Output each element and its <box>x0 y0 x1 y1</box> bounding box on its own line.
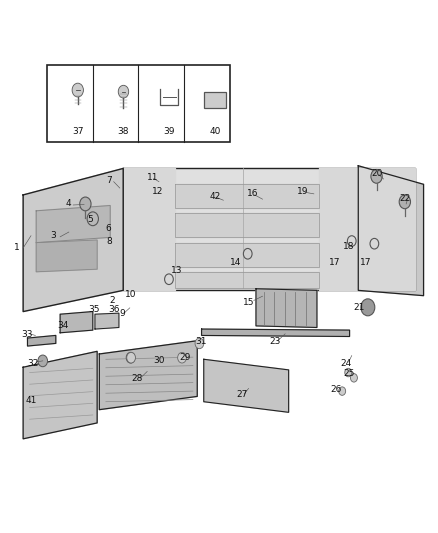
Polygon shape <box>176 214 319 237</box>
Text: 23: 23 <box>269 337 280 346</box>
Bar <box>47 65 230 142</box>
Circle shape <box>127 352 135 363</box>
Text: 10: 10 <box>125 290 137 299</box>
Text: 32: 32 <box>27 359 39 367</box>
Text: 33: 33 <box>21 330 32 339</box>
Bar <box>204 92 226 108</box>
Polygon shape <box>176 243 319 266</box>
Circle shape <box>72 83 83 97</box>
Text: 17: 17 <box>329 259 340 267</box>
Polygon shape <box>36 240 97 272</box>
Text: 12: 12 <box>152 187 163 196</box>
Text: 21: 21 <box>353 303 365 312</box>
Polygon shape <box>319 168 415 290</box>
Text: 16: 16 <box>247 189 259 198</box>
Text: 15: 15 <box>243 298 254 307</box>
Text: 5: 5 <box>88 215 93 224</box>
Polygon shape <box>60 312 93 333</box>
Text: 37: 37 <box>72 126 84 135</box>
Text: 4: 4 <box>66 199 72 208</box>
Circle shape <box>80 197 91 211</box>
Polygon shape <box>176 272 319 288</box>
Text: 18: 18 <box>343 242 354 251</box>
Polygon shape <box>123 168 176 290</box>
Text: 28: 28 <box>131 374 143 383</box>
Text: 40: 40 <box>209 126 221 135</box>
Polygon shape <box>358 166 424 296</box>
Polygon shape <box>256 289 317 327</box>
Text: 38: 38 <box>118 126 129 135</box>
Text: 13: 13 <box>170 266 182 275</box>
Text: 29: 29 <box>180 353 191 362</box>
Circle shape <box>399 195 410 209</box>
Text: 11: 11 <box>147 173 159 182</box>
Polygon shape <box>95 313 119 329</box>
Text: 31: 31 <box>195 337 206 346</box>
Text: 19: 19 <box>297 187 308 196</box>
Text: 7: 7 <box>106 176 112 185</box>
Text: 6: 6 <box>105 224 111 233</box>
Circle shape <box>178 352 186 363</box>
Text: 30: 30 <box>153 357 165 366</box>
Polygon shape <box>123 168 415 290</box>
Circle shape <box>38 355 47 367</box>
Polygon shape <box>28 335 56 346</box>
Text: 42: 42 <box>210 192 221 201</box>
Circle shape <box>118 85 129 98</box>
Text: 27: 27 <box>236 390 247 399</box>
Text: 9: 9 <box>120 309 125 318</box>
Circle shape <box>339 387 346 395</box>
Text: 14: 14 <box>230 259 241 267</box>
Text: 25: 25 <box>343 369 354 378</box>
Polygon shape <box>36 206 110 243</box>
Text: 8: 8 <box>106 237 112 246</box>
Text: 24: 24 <box>340 359 352 367</box>
Text: 2: 2 <box>110 296 115 305</box>
Text: 26: 26 <box>330 385 341 394</box>
Text: 39: 39 <box>163 126 175 135</box>
Circle shape <box>371 169 382 183</box>
Polygon shape <box>201 329 350 336</box>
Polygon shape <box>23 168 123 312</box>
Text: 20: 20 <box>371 169 382 178</box>
Circle shape <box>345 368 352 377</box>
Text: 35: 35 <box>88 305 99 314</box>
Text: 1: 1 <box>14 244 20 253</box>
Circle shape <box>350 374 357 382</box>
Polygon shape <box>23 351 97 439</box>
Polygon shape <box>99 341 197 410</box>
Circle shape <box>361 299 375 316</box>
Text: 3: 3 <box>51 231 57 240</box>
Circle shape <box>195 338 204 349</box>
Polygon shape <box>204 359 289 413</box>
Text: 34: 34 <box>57 321 69 330</box>
Text: 36: 36 <box>108 305 120 314</box>
Text: 17: 17 <box>360 259 372 267</box>
Text: 41: 41 <box>25 395 37 405</box>
Polygon shape <box>176 184 319 208</box>
Text: 22: 22 <box>399 194 411 203</box>
